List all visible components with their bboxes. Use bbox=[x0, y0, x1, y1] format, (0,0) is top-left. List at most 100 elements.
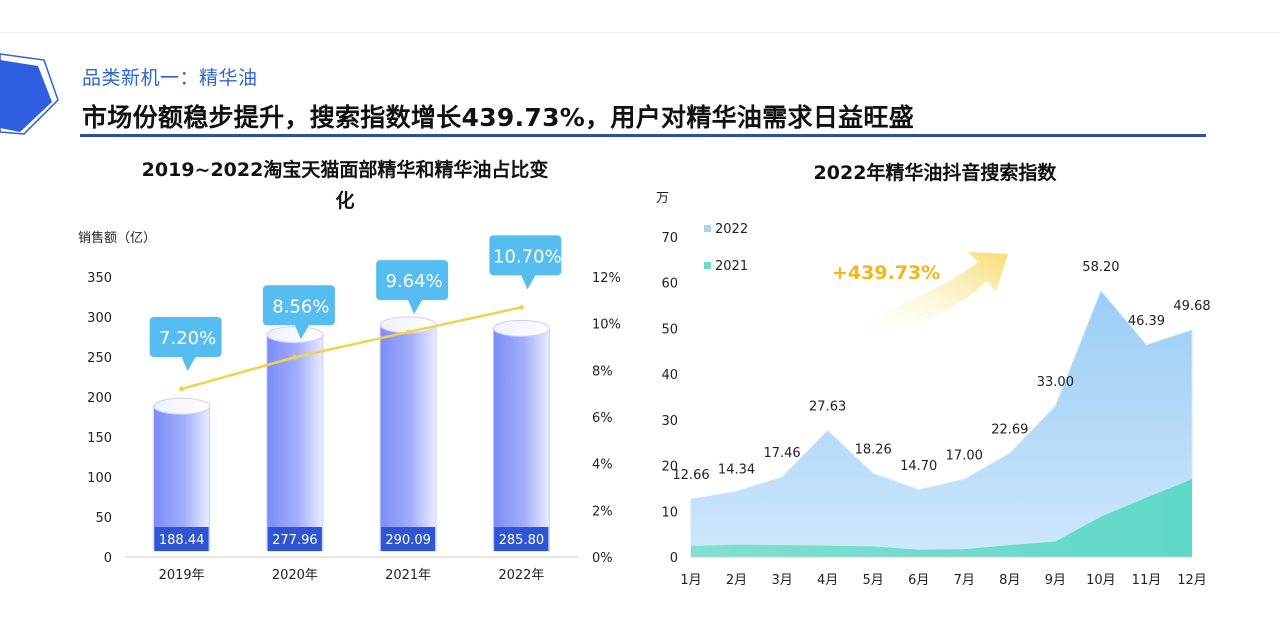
left-chart-title: 2019~2022淘宝天猫面部精华和精华油占比变 化 bbox=[125, 155, 565, 217]
bar-value-label: 188.44 bbox=[159, 533, 205, 548]
area-2021 bbox=[691, 479, 1192, 557]
bar-value-box bbox=[494, 527, 549, 551]
share-point bbox=[179, 386, 185, 392]
right-y-axis-label: 万 bbox=[656, 191, 670, 206]
growth-annotation: +439.73% bbox=[832, 262, 940, 284]
value-label: 18.26 bbox=[855, 443, 892, 458]
x-tick-label: 2020年 bbox=[272, 568, 318, 583]
x-tick-label: 4月 bbox=[817, 573, 838, 588]
growth-arrow bbox=[866, 252, 1008, 334]
bar-cap bbox=[266, 326, 324, 344]
share-callout: 9.64% bbox=[376, 260, 449, 315]
legend-swatch bbox=[704, 225, 711, 232]
right-y-tick-label: 0% bbox=[592, 551, 613, 566]
share-callout: 8.56% bbox=[262, 285, 335, 340]
x-tick-label: 5月 bbox=[863, 573, 884, 588]
section-label: 品类新机一：精华油 bbox=[82, 67, 258, 89]
right-y-tick-label: 2% bbox=[592, 504, 613, 519]
share-point bbox=[405, 329, 411, 335]
value-label: 14.70 bbox=[900, 459, 937, 474]
x-tick-label: 7月 bbox=[954, 573, 975, 588]
x-tick-label: 2021年 bbox=[385, 568, 431, 583]
x-tick-label: 12月 bbox=[1177, 573, 1207, 588]
callout-bubble bbox=[376, 260, 449, 315]
right-y-tick-label: 12% bbox=[592, 271, 621, 286]
x-tick-label: 11月 bbox=[1132, 573, 1162, 588]
bar-value-box bbox=[381, 527, 436, 551]
page-frame bbox=[0, 32, 1280, 640]
x-tick-label: 2022年 bbox=[498, 568, 544, 583]
bar-value-box bbox=[154, 527, 209, 551]
y-tick-label: 40 bbox=[661, 368, 678, 383]
left-y-tick-label: 300 bbox=[87, 311, 112, 326]
x-tick-label: 6月 bbox=[908, 573, 929, 588]
x-tick-label: 9月 bbox=[1045, 573, 1066, 588]
share-value-label: 10.70% bbox=[493, 246, 562, 267]
page-headline: 市场份额稳步提升，搜索指数增长439.73%，用户对精华油需求日益旺盛 bbox=[82, 103, 915, 132]
share-value-label: 7.20% bbox=[159, 328, 216, 349]
left-y-tick-label: 250 bbox=[87, 351, 112, 366]
x-tick-label: 1月 bbox=[680, 573, 701, 588]
sales-bar-chart: 0 50 100 150 200 250 300 350 0% 2% 4% 6% 8% 10% 12% 18… bbox=[87, 235, 621, 583]
share-callout: 7.20% bbox=[149, 317, 222, 371]
bar-cap bbox=[492, 319, 550, 337]
callout-bubble bbox=[149, 317, 222, 371]
y-tick-label: 30 bbox=[661, 414, 678, 429]
y-tick-label: 10 bbox=[661, 505, 678, 520]
left-y-tick-label: 150 bbox=[87, 431, 112, 446]
value-label: 12.66 bbox=[672, 468, 709, 483]
left-chart-title-line2: 化 bbox=[335, 190, 355, 212]
left-y-tick-label: 350 bbox=[87, 271, 112, 286]
left-chart-title-line1: 2019~2022淘宝天猫面部精华和精华油占比变 bbox=[141, 159, 549, 181]
value-label: 33.00 bbox=[1037, 375, 1074, 390]
left-y-axis-label: 销售额（亿） bbox=[78, 231, 157, 246]
left-y-tick-label: 0 bbox=[104, 551, 112, 566]
bar-group: 188.44 2019年 bbox=[153, 397, 211, 583]
y-tick-label: 70 bbox=[661, 231, 678, 246]
legend-label: 2022 bbox=[715, 222, 748, 237]
right-chart-title: 2022年精华油抖音搜索指数 bbox=[813, 162, 1057, 184]
x-tick-label: 8月 bbox=[999, 573, 1020, 588]
bar-value-box bbox=[267, 527, 322, 551]
bar bbox=[492, 327, 550, 552]
bar-group: 285.80 2022年 bbox=[492, 319, 550, 583]
left-y-tick-label: 200 bbox=[87, 391, 112, 406]
bar-value-label: 290.09 bbox=[385, 533, 431, 548]
share-point bbox=[292, 354, 298, 360]
corner-decoration bbox=[0, 53, 59, 135]
share-value-label: 8.56% bbox=[272, 296, 329, 317]
value-label: 17.00 bbox=[946, 448, 983, 463]
value-label: 22.69 bbox=[991, 422, 1028, 437]
callout-bubble bbox=[489, 235, 562, 290]
left-y-tick-label: 100 bbox=[87, 471, 112, 486]
bar bbox=[266, 334, 324, 552]
value-label: 14.34 bbox=[718, 462, 755, 477]
value-label: 58.20 bbox=[1082, 260, 1119, 275]
legend-item: 2021 bbox=[704, 259, 748, 274]
legend-label: 2021 bbox=[715, 259, 748, 274]
headline-divider bbox=[80, 134, 1206, 137]
share-point bbox=[518, 304, 524, 310]
value-label: 49.68 bbox=[1173, 299, 1210, 314]
right-y-tick-label: 8% bbox=[592, 364, 613, 379]
bar-value-label: 277.96 bbox=[272, 533, 318, 548]
bar-value-label: 285.80 bbox=[499, 533, 545, 548]
bar bbox=[379, 324, 437, 552]
legend-item: 2022 bbox=[704, 222, 748, 237]
bar-cap bbox=[153, 397, 211, 415]
right-y-tick-label: 6% bbox=[592, 411, 613, 426]
area-2022 bbox=[690, 289, 1193, 558]
value-label: 46.39 bbox=[1128, 314, 1165, 329]
left-y-tick-label: 50 bbox=[95, 511, 112, 526]
callout-bubble bbox=[262, 285, 335, 340]
share-line bbox=[181, 306, 522, 391]
value-label: 27.63 bbox=[809, 400, 846, 415]
share-callout: 10.70% bbox=[489, 235, 562, 290]
x-tick-label: 2月 bbox=[726, 573, 747, 588]
x-tick-label: 3月 bbox=[771, 573, 792, 588]
right-y-tick-label: 10% bbox=[592, 318, 621, 333]
right-y-tick-label: 4% bbox=[592, 458, 613, 473]
x-tick-label: 2019年 bbox=[159, 568, 205, 583]
y-tick-label: 60 bbox=[661, 277, 678, 292]
y-tick-label: 50 bbox=[661, 322, 678, 337]
